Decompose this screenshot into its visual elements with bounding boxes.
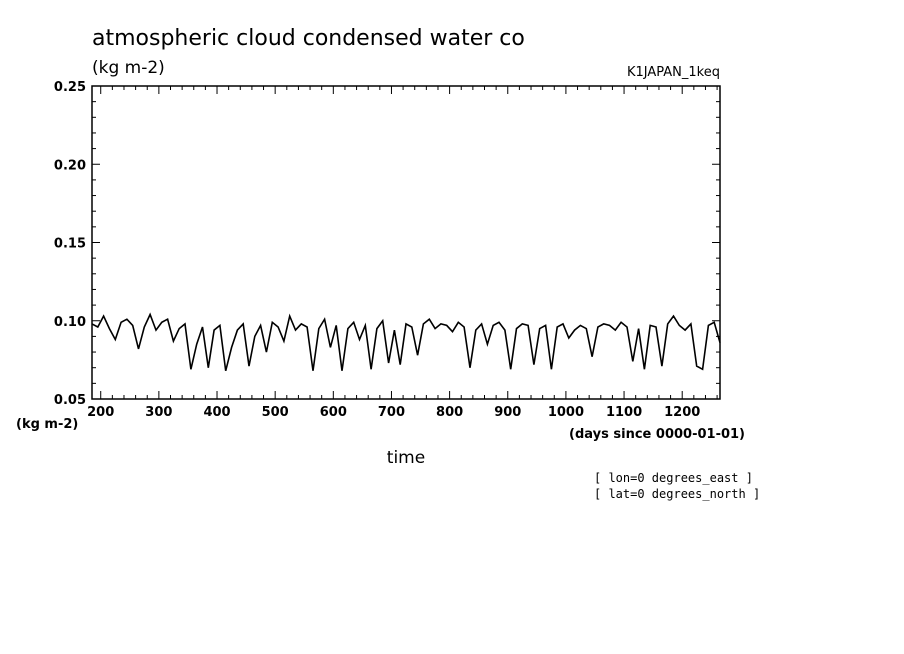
chart-title: atmospheric cloud condensed water co	[92, 26, 525, 51]
x-tick-label: 800	[436, 405, 463, 420]
x-tick-label: 500	[262, 405, 289, 420]
x-axis-ticks: 200 300 400 500 600 700 800 900 1000 1100 1200	[87, 86, 700, 420]
y-tick-label: 0.15	[54, 237, 86, 252]
series-line	[91, 312, 721, 371]
y-tick-label: 0.10	[54, 315, 86, 330]
minor-ticks	[92, 86, 720, 399]
y-axis-units: (kg m-2)	[16, 417, 78, 432]
y-axis-ticks: 0.05 0.10 0.15 0.20 0.25	[54, 80, 720, 408]
y-tick-label: 0.20	[54, 158, 86, 173]
experiment-label: K1JAPAN_1keq	[627, 65, 720, 80]
lon-annotation: [ lon=0 degrees_east ]	[594, 471, 753, 485]
y-tick-label: 0.25	[54, 80, 86, 95]
lat-annotation: [ lat=0 degrees_north ]	[594, 487, 760, 501]
y-tick-label: 0.05	[54, 393, 86, 408]
plot-frame	[91, 85, 721, 400]
chart-units: (kg m-2)	[92, 58, 165, 78]
x-tick-label: 1100	[606, 405, 642, 420]
x-tick-label: 1000	[548, 405, 584, 420]
x-tick-label: 1200	[664, 405, 700, 420]
x-tick-label: 600	[320, 405, 347, 420]
x-axis-units: (days since 0000-01-01)	[569, 427, 745, 442]
x-tick-label: 900	[494, 405, 521, 420]
x-tick-label: 300	[145, 405, 172, 420]
x-tick-label: 200	[87, 405, 114, 420]
x-tick-label: 700	[378, 405, 405, 420]
x-tick-label: 400	[203, 405, 230, 420]
x-axis-label: time	[387, 448, 425, 468]
